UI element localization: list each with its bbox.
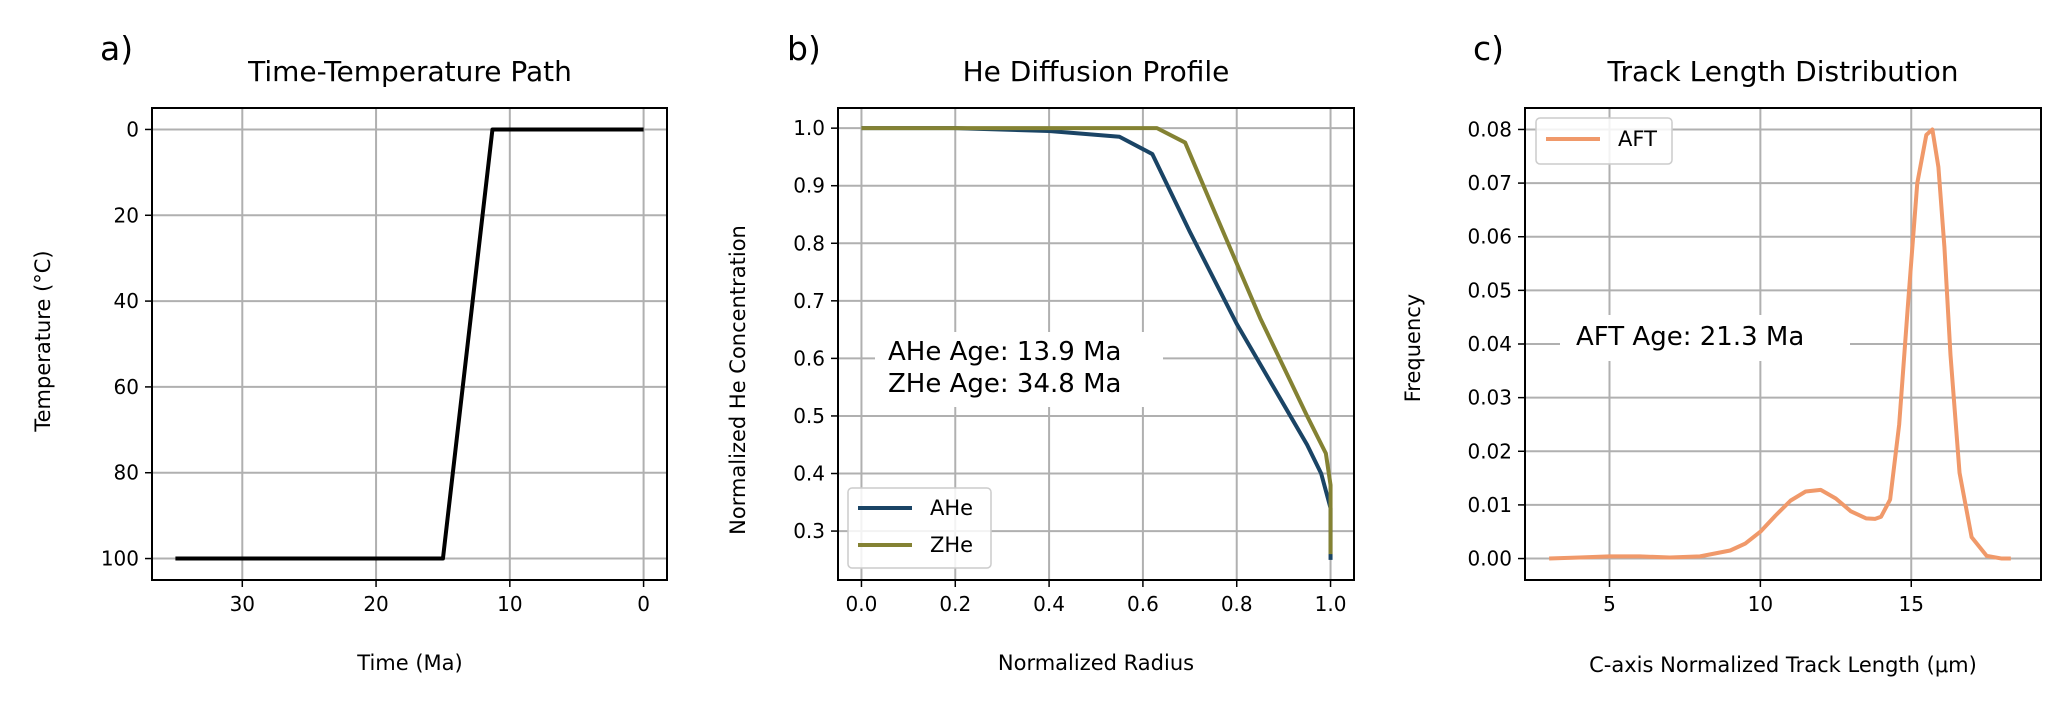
panel-b-xtick-label: 0.8 (1221, 592, 1253, 616)
panel-b-annotation: AHe Age: 13.9 Ma ZHe Age: 34.8 Ma (875, 332, 1163, 407)
panel-c-letter: c) (1473, 29, 1504, 68)
panel-b-ytick-label: 0.6 (793, 346, 825, 370)
panel-c-annotation: AFT Age: 21.3 Ma (1560, 315, 1850, 361)
panel-b-ytick-label: 0.3 (793, 519, 825, 543)
panel-b-ytick-label: 0.7 (793, 289, 825, 313)
panel-c-xtick-label: 10 (1748, 592, 1773, 616)
panel-a-ytick-label: 80 (114, 461, 139, 485)
panel-b-xtick-label: 0.0 (846, 592, 878, 616)
panel-a-ytick-label: 40 (114, 289, 139, 313)
panel-b-xlabel: Normalized Radius (998, 651, 1194, 675)
panel-b-line-zhe (861, 126, 1333, 555)
panel-c-line-aft (1549, 127, 2011, 561)
panel-b-ylabel: Normalized He Concentration (726, 225, 750, 535)
panel-a-line-series-0 (175, 127, 644, 561)
panel-c-xtick-label: 15 (1899, 592, 1924, 616)
legend-label-zhe: ZHe (930, 533, 973, 557)
panel-c-plot-area: 5 10 15 0.00 0.01 0.02 0.03 0.04 0.05 0.06 0.07 0.0… (1467, 107, 2042, 616)
panel-c-xlabel: C-axis Normalized Track Length (μm) (1589, 653, 1977, 677)
panel-b-legend: AHe ZHe (847, 487, 992, 569)
panel-b-ytick-label: 1.0 (793, 116, 825, 140)
panel-b-title: He Diffusion Profile (963, 55, 1230, 88)
panel-a-ytick-label: 60 (114, 375, 139, 399)
panel-c-legend-box (1535, 117, 1673, 165)
panel-a-frame (151, 107, 668, 581)
panel-a-xlabel: Time (Ma) (356, 651, 462, 675)
panel-c-ytick-label: 0.05 (1467, 278, 1512, 302)
panel-b: b) He Diffusion Profile 0.0 0.2 0.4 0.6 0.8 1… (726, 29, 1355, 675)
panel-c-ytick-label: 0.00 (1467, 547, 1512, 571)
panel-a-ytick-label: 100 (101, 547, 139, 571)
legend-label-aft: AFT (1618, 127, 1657, 151)
panel-b-ytick-label: 0.4 (793, 462, 825, 486)
panel-a-ylabel: Temperature (°C) (31, 250, 55, 432)
panel-c-ytick-label: 0.02 (1467, 439, 1512, 463)
panel-c-ytick-label: 0.07 (1467, 171, 1512, 195)
panel-b-frame (837, 107, 1355, 581)
panel-b-annotation-box (875, 332, 1163, 407)
panel-b-ytick-label: 0.8 (793, 231, 825, 255)
panel-b-annotation-zhe: ZHe Age: 34.8 Ma (888, 369, 1121, 399)
legend-label-ahe: AHe (930, 496, 973, 520)
panel-b-xtick-label: 0.4 (1033, 592, 1065, 616)
panel-c-ytick-label: 0.03 (1467, 386, 1512, 410)
panel-c-ylabel: Frequency (1401, 294, 1425, 403)
panel-a-xtick-label: 0 (637, 592, 650, 616)
panel-b-line-ahe (861, 126, 1333, 560)
panel-c-ytick-label: 0.06 (1467, 225, 1512, 249)
panel-b-plot-area: 0.0 0.2 0.4 0.6 0.8 1.0 0.3 0.4 0.5 0.6 0.7 0.8 0.9 1… (793, 107, 1355, 616)
panel-b-letter: b) (787, 29, 821, 68)
panel-b-ytick-label: 0.9 (793, 174, 825, 198)
panel-c-xtick-label: 5 (1603, 592, 1616, 616)
panel-b-ytick-label: 0.5 (793, 404, 825, 428)
panel-c-frame (1524, 107, 2042, 581)
panel-a-title: Time-Temperature Path (247, 55, 572, 88)
panel-c-ytick-label: 0.04 (1467, 332, 1512, 356)
panel-c: c) Track Length Distribution 5 10 15 0.00 0.… (1401, 29, 2042, 677)
panel-c-title: Track Length Distribution (1607, 55, 1959, 88)
panel-c-annotation-aft: AFT Age: 21.3 Ma (1576, 322, 1804, 352)
panel-b-annotation-ahe: AHe Age: 13.9 Ma (888, 337, 1121, 367)
panel-a-xtick-label: 30 (230, 592, 255, 616)
panel-b-xtick-label: 0.2 (939, 592, 971, 616)
panel-c-ytick-label: 0.01 (1467, 493, 1512, 517)
panel-b-xtick-label: 0.6 (1127, 592, 1159, 616)
panel-a: a) Time-Temperature Path 30 20 10 002040608… (31, 29, 668, 675)
panel-b-xtick-label: 1.0 (1315, 592, 1347, 616)
panel-c-legend: AFT (1535, 117, 1673, 165)
panel-a-letter: a) (100, 29, 133, 68)
panel-a-ytick-label: 20 (114, 203, 139, 227)
panel-c-ytick-label: 0.08 (1467, 117, 1512, 141)
panel-a-xtick-label: 10 (497, 592, 522, 616)
panel-a-xtick-label: 20 (363, 592, 388, 616)
panel-a-ytick-label: 0 (126, 117, 139, 141)
panel-c-annotation-box (1560, 315, 1850, 361)
